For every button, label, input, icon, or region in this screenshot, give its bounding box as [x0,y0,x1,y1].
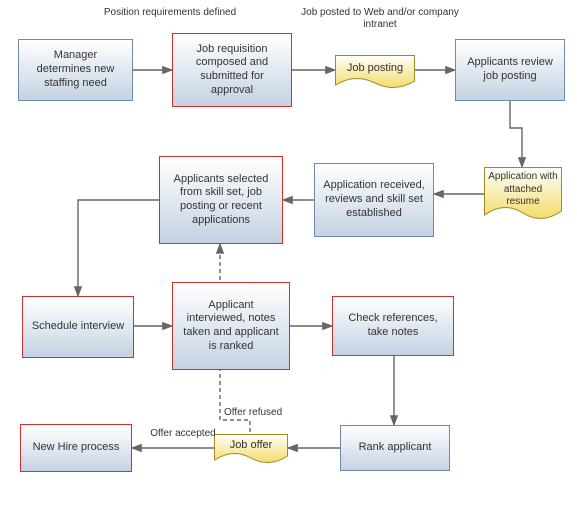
node-job-offer: Job offer [214,434,288,464]
node-check-references: Check references, take notes [332,296,454,356]
caption-offer-refused: Offer refused [224,407,304,419]
node-new-hire: New Hire process [20,424,132,472]
node-manager-determines: Manager determines new staffing need [18,39,133,101]
node-applicants-review: Applicants review job posting [455,39,565,101]
node-applicants-selected: Applicants selected from skill set, job … [159,156,283,244]
node-application-resume: Application with attached resume [484,167,562,219]
caption-offer-accepted: Offer accepted [148,428,218,440]
node-rank-applicant: Rank applicant [340,425,450,471]
node-schedule-interview: Schedule interview [22,296,134,358]
caption-position-req: Position requirements defined [100,7,240,19]
node-application-received: Application received, reviews and skill … [314,163,434,237]
node-job-requisition: Job requisition composed and submitted f… [172,33,292,107]
node-applicant-interviewed: Applicant interviewed, notes taken and a… [172,282,290,370]
node-job-posting: Job posting [335,55,415,89]
caption-job-posted: Job posted to Web and/or company intrane… [300,7,460,31]
